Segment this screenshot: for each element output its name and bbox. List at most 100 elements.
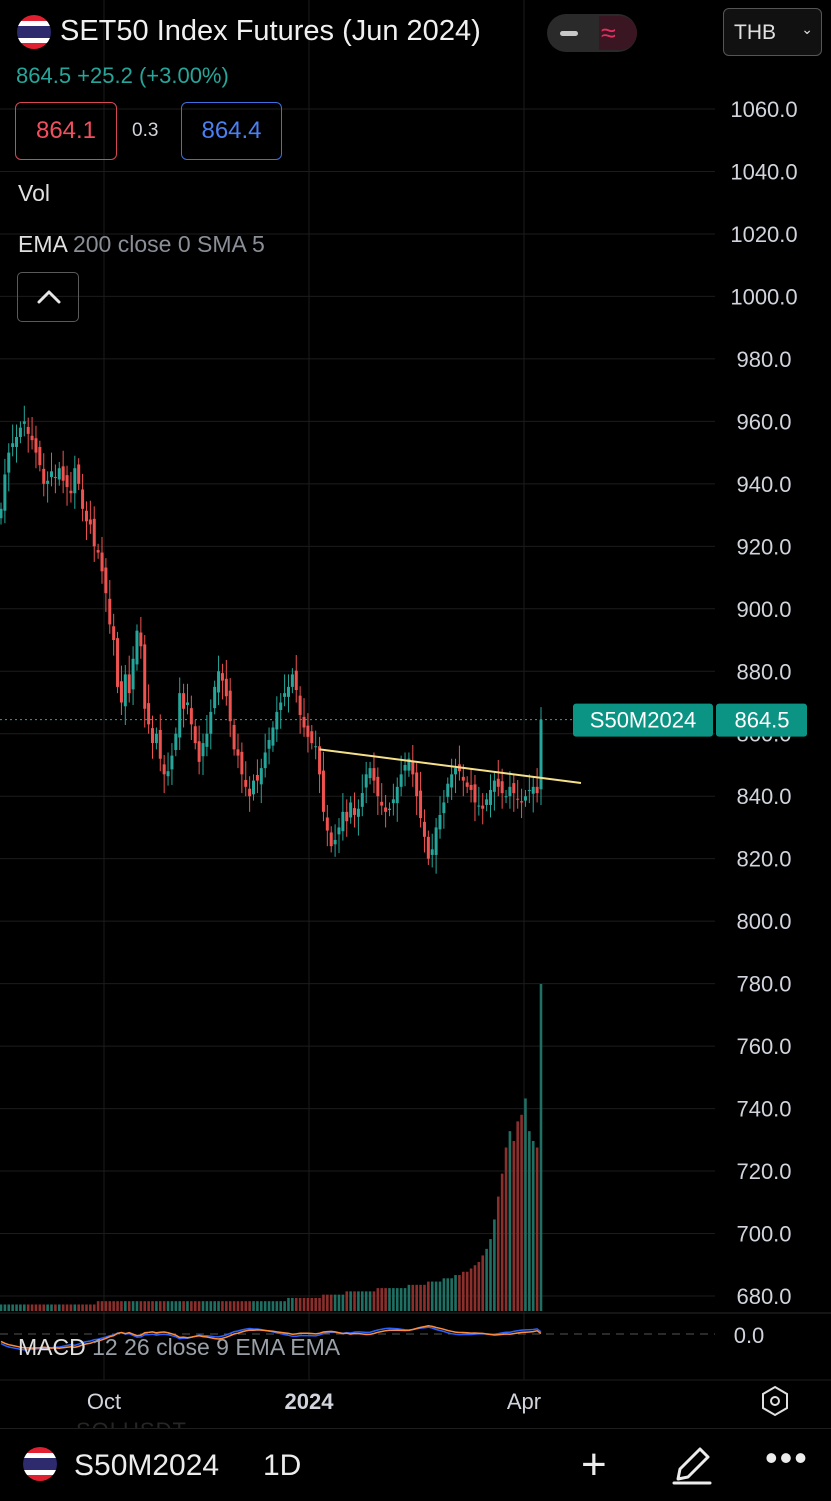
volume-bar <box>3 1304 7 1311</box>
price-chart[interactable]: 1060.0 1040.0 1020.0 1000.0 980.0 960.0 940.0 9… <box>0 0 831 1428</box>
candle-body <box>119 681 123 703</box>
timeframe-selector[interactable]: 1D <box>263 1449 302 1482</box>
volume-bar <box>473 1265 477 1311</box>
ema-legend[interactable]: EMA 200 close 0 SMA 5 <box>18 231 265 258</box>
symbol-title[interactable]: SET50 Index Futures (Jun 2024) <box>60 15 481 47</box>
macd-label: MACD <box>18 1334 86 1360</box>
chevron-up-icon <box>37 290 61 304</box>
volume-bar <box>190 1301 193 1311</box>
volume-bar <box>423 1284 426 1311</box>
volume-bar <box>364 1291 368 1311</box>
volume-bar <box>116 1301 119 1311</box>
candle-body <box>162 764 166 775</box>
volume-bar <box>271 1301 275 1311</box>
volume-bar <box>446 1278 450 1311</box>
volume-bar <box>46 1304 49 1311</box>
volume-bar <box>395 1288 399 1311</box>
volume-bar <box>73 1304 77 1311</box>
volume-bar <box>267 1301 271 1311</box>
candle-body <box>376 776 380 797</box>
volume-bar <box>469 1268 473 1311</box>
candle-body <box>314 746 318 748</box>
time-tick-label: Oct <box>87 1389 121 1414</box>
candle-body <box>166 771 170 777</box>
candle-body <box>224 678 228 697</box>
candle-body <box>391 799 395 804</box>
candle-body <box>178 693 182 738</box>
volume-bar <box>407 1284 411 1311</box>
volume-bar <box>372 1291 376 1311</box>
price-tick-label: 940.0 <box>736 472 791 497</box>
candle-body <box>46 480 50 484</box>
candle-body <box>123 674 127 707</box>
candle-body <box>22 421 26 424</box>
add-icon[interactable]: + <box>581 1440 607 1489</box>
volume-bar <box>438 1281 442 1311</box>
candle-body <box>438 814 442 830</box>
volume-bar <box>236 1301 240 1311</box>
symbol-selector[interactable]: S50M2024 <box>74 1449 220 1482</box>
volume-bar <box>263 1301 267 1311</box>
candle-body <box>252 780 256 795</box>
candle-body <box>248 788 252 797</box>
candle-body <box>30 435 34 441</box>
volume-legend[interactable]: Vol <box>18 180 50 206</box>
volume-bar <box>0 1304 3 1311</box>
sell-button[interactable]: 864.1 <box>15 102 117 160</box>
currency-select[interactable]: THB ⌄ <box>723 8 822 56</box>
volume-bar <box>170 1301 174 1311</box>
volume-bar <box>259 1301 263 1311</box>
candle-body <box>399 774 403 787</box>
volume-bar <box>213 1301 216 1311</box>
candle-body <box>473 784 477 803</box>
candle-body <box>349 802 353 818</box>
volume-bar <box>135 1301 139 1311</box>
more-menu-icon[interactable]: ••• <box>765 1437 809 1478</box>
volume-bar <box>477 1261 481 1311</box>
buy-button[interactable]: 864.4 <box>181 102 282 160</box>
candle-body <box>496 778 500 787</box>
candle-body <box>430 849 434 855</box>
drawing-tool-icon[interactable] <box>670 1443 714 1487</box>
candle-body <box>329 832 333 847</box>
candle-body <box>193 726 197 744</box>
wave-icon: ≈ <box>599 16 637 50</box>
candle-body <box>139 632 143 647</box>
volume-bar <box>15 1304 18 1311</box>
volume-bar <box>174 1301 178 1311</box>
volume-bar <box>411 1284 415 1311</box>
volume-bar <box>131 1301 135 1311</box>
volume-bar <box>162 1301 166 1311</box>
volume-bar <box>197 1301 201 1311</box>
candle-body <box>240 751 244 775</box>
candle-body <box>174 733 178 750</box>
volume-bar <box>341 1294 345 1311</box>
candle-body <box>205 733 209 747</box>
market-status-pill[interactable]: ≈ <box>547 14 637 52</box>
macd-legend[interactable]: MACD 12 26 close 9 EMA EMA <box>18 1334 340 1361</box>
candle-body <box>387 808 391 810</box>
volume-bar <box>275 1301 279 1311</box>
candle-body <box>154 733 158 744</box>
volume-bar <box>42 1304 46 1311</box>
symbol-tag-label: S50M2024 <box>590 708 696 733</box>
volume-bar <box>201 1301 205 1311</box>
volume-bar <box>318 1297 321 1311</box>
collapse-legend-button[interactable] <box>17 272 79 322</box>
volume-bar <box>442 1278 446 1311</box>
candle-body <box>77 464 81 484</box>
volume-bar <box>310 1297 314 1311</box>
candle-body <box>321 770 325 812</box>
price-tick-label: 680.0 <box>736 1284 791 1309</box>
volume-bar <box>81 1304 84 1311</box>
candle-body <box>263 752 267 769</box>
candle-body <box>147 703 151 725</box>
volume-bar <box>104 1301 108 1311</box>
volume-bar <box>415 1284 418 1311</box>
candle-body <box>341 811 345 832</box>
volume-bar <box>108 1301 112 1311</box>
volume-bar <box>124 1301 127 1311</box>
volume-bar <box>329 1294 333 1311</box>
volume-bar <box>54 1304 57 1311</box>
candle-body <box>201 743 205 757</box>
